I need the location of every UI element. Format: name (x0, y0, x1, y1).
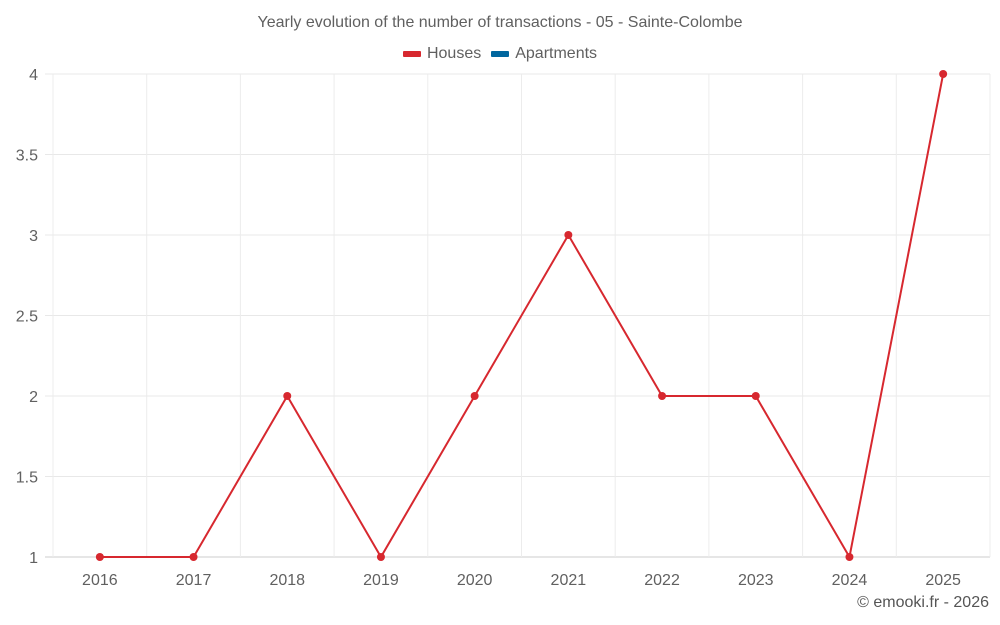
x-tick-label: 2018 (269, 572, 305, 589)
data-point[interactable] (470, 392, 479, 400)
data-point[interactable] (376, 553, 385, 561)
x-tick-label: 2016 (82, 572, 118, 589)
legend: Houses Apartments (0, 45, 1000, 63)
x-axis: 2016 2017 2018 2019 2020 2021 2022 2023 2024 2025 (82, 572, 961, 589)
chart-title: Yearly evolution of the number of transa… (257, 14, 743, 31)
data-point[interactable] (658, 392, 667, 400)
x-tick-label: 2023 (738, 572, 774, 589)
data-point[interactable] (939, 70, 948, 78)
data-point[interactable] (95, 553, 104, 561)
x-tick-label: 2017 (176, 572, 212, 589)
data-point[interactable] (189, 553, 198, 561)
x-tick-label: 2019 (363, 572, 399, 589)
data-point[interactable] (564, 231, 573, 239)
legend-item-houses[interactable]: Houses (402, 45, 482, 63)
houses-swatch-icon (402, 51, 421, 57)
series-houses (95, 70, 948, 561)
legend-label-houses: Houses (426, 45, 482, 62)
legend-item-apartments[interactable]: Apartments (491, 45, 597, 63)
data-point[interactable] (283, 392, 292, 400)
y-tick-label: 3 (29, 228, 38, 245)
y-tick-label: 1 (29, 550, 38, 567)
data-point[interactable] (845, 553, 854, 561)
y-tick-label: 3.5 (16, 148, 38, 165)
x-tick-label: 2021 (551, 572, 587, 589)
legend-label-apartments: Apartments (515, 45, 598, 62)
credit-text: © emooki.fr - 2026 (857, 594, 989, 611)
grid (45, 73, 991, 558)
y-tick-label: 2 (29, 389, 38, 406)
x-tick-label: 2020 (457, 572, 493, 589)
data-point[interactable] (751, 392, 760, 400)
x-tick-label: 2022 (644, 572, 680, 589)
y-tick-label: 1.5 (16, 470, 38, 487)
y-tick-label: 2.5 (16, 309, 38, 326)
y-tick-label: 4 (29, 67, 38, 84)
x-tick-label: 2024 (832, 572, 868, 589)
x-tick-label: 2025 (925, 572, 961, 589)
apartments-swatch-icon (491, 51, 510, 57)
y-axis: 1 1.5 2 2.5 3 3.5 4 (16, 67, 38, 567)
